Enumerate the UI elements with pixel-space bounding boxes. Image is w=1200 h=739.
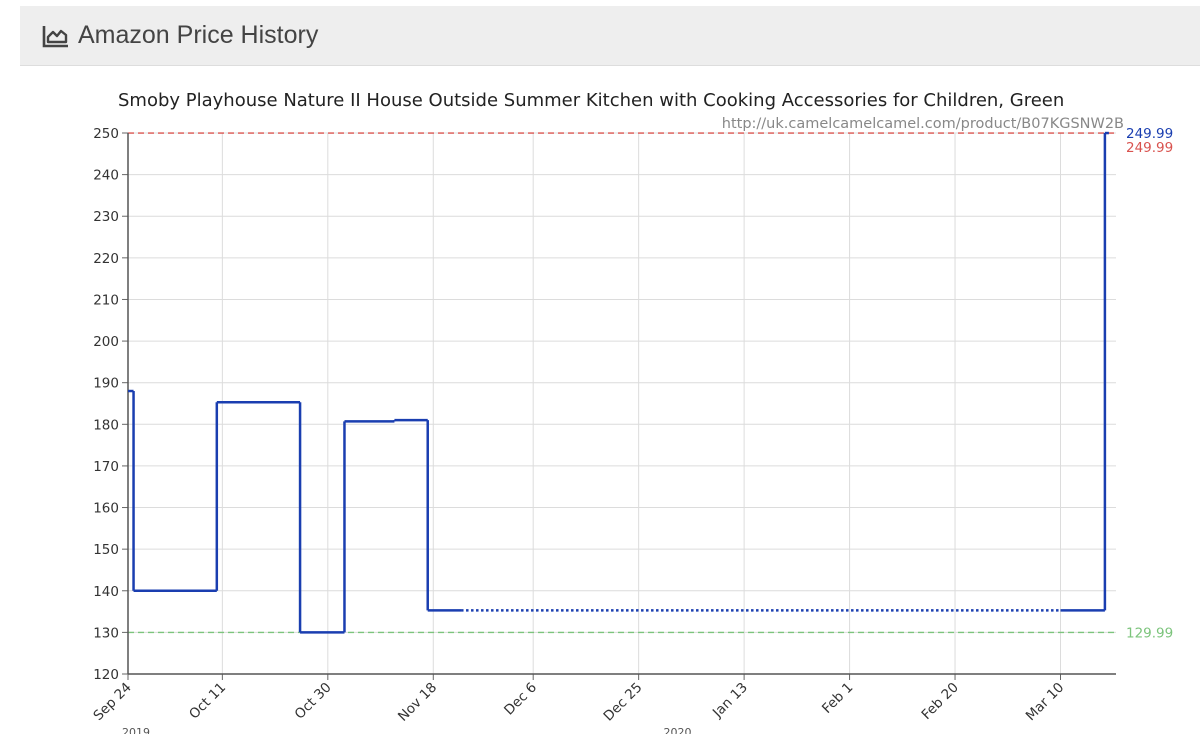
year-label: 2019 [122,726,150,734]
y-tick-label: 220 [93,251,119,267]
y-tick-label: 130 [93,625,119,641]
x-tick-label: Dec 6 [501,680,540,719]
y-tick-label: 210 [93,292,119,308]
chart-svg: Smoby Playhouse Nature II House Outside … [20,67,1200,734]
y-tick-label: 140 [93,584,119,600]
y-tick-label: 120 [93,667,119,683]
y-tick-label: 170 [93,459,119,475]
y-tick-label: 150 [93,542,119,558]
x-tick-label: Oct 30 [292,680,335,723]
x-tick-label: Nov 18 [395,680,440,725]
x-tick-label: Feb 20 [918,680,961,723]
chart-title: Smoby Playhouse Nature II House Outside … [118,90,1064,111]
area-chart-icon [42,24,70,48]
highest-price-label: 249.99 [1126,140,1173,156]
y-tick-label: 250 [93,126,119,142]
x-tick-label: Dec 25 [601,680,646,725]
year-label: 2020 [664,726,692,734]
current-price-label: 249.99 [1126,126,1173,142]
price-history-chart: Smoby Playhouse Nature II House Outside … [20,67,1200,734]
page-title: Amazon Price History [78,21,318,50]
y-tick-label: 190 [93,376,119,392]
source-url: http://uk.camelcamelcamel.com/product/B0… [722,116,1124,132]
y-tick-label: 240 [93,168,119,184]
y-tick-label: 230 [93,209,119,225]
x-tick-label: Jan 13 [709,680,751,722]
x-tick-label: Mar 10 [1023,680,1068,725]
y-tick-label: 160 [93,501,119,517]
x-tick-label: Oct 11 [186,680,229,723]
y-tick-label: 200 [93,334,119,350]
y-tick-label: 180 [93,417,119,433]
price-history-header: Amazon Price History [20,6,1200,66]
x-tick-label: Feb 1 [819,680,856,717]
x-tick-label: Sep 24 [90,680,134,724]
lowest-price-label: 129.99 [1126,625,1173,641]
